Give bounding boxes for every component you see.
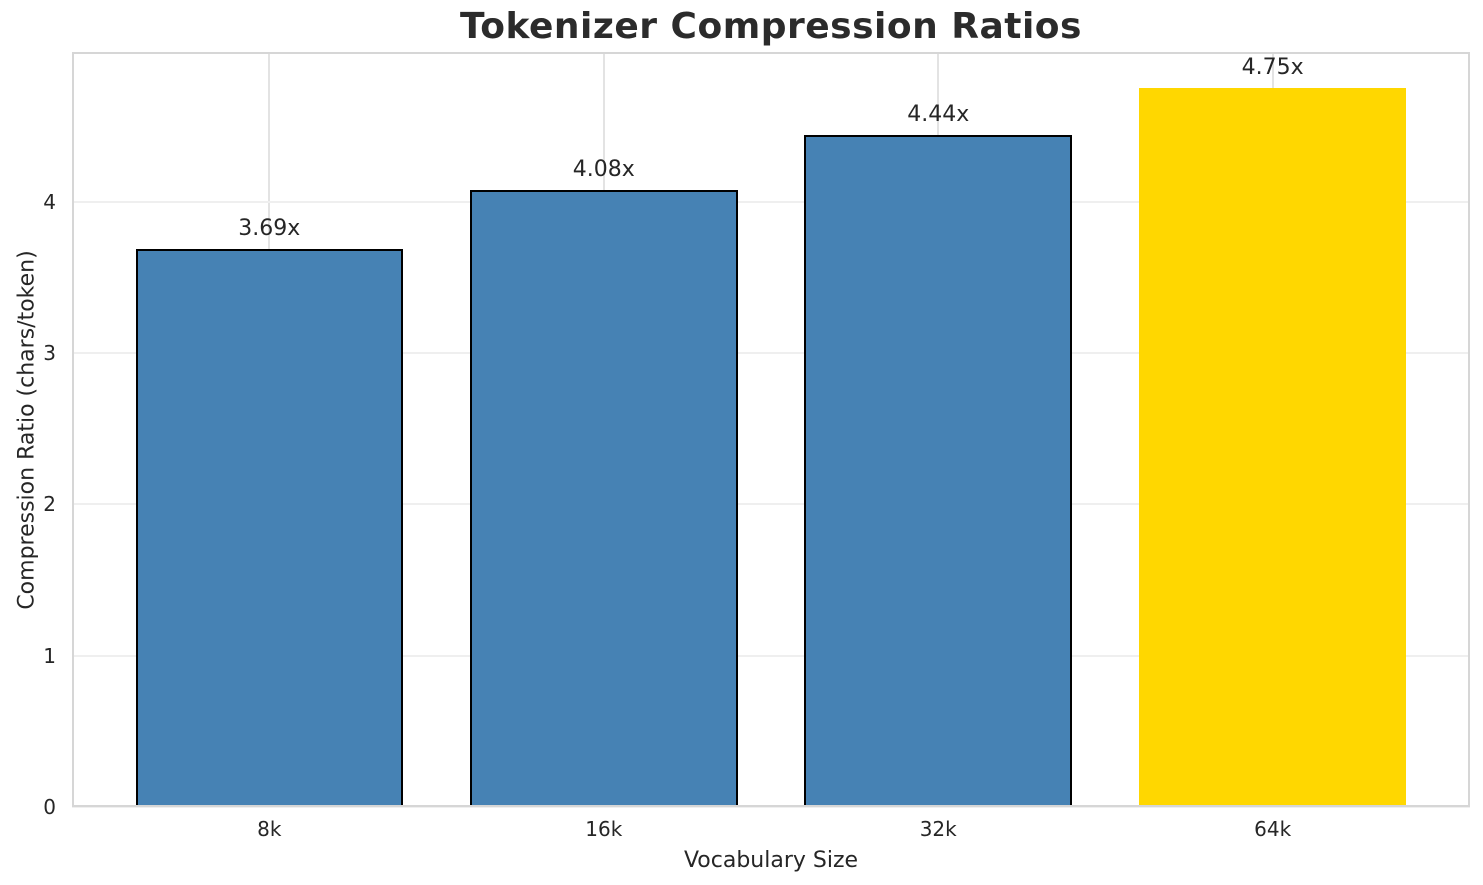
bar-value-label-8k: 3.69x <box>238 215 301 241</box>
xtick-32k: 32k <box>919 817 957 841</box>
xtick-16k: 16k <box>585 817 623 841</box>
xtick-8k: 8k <box>257 817 282 841</box>
ytick-0: 0 <box>43 795 56 819</box>
ytick-2: 2 <box>43 492 56 517</box>
bar-32k <box>804 135 1072 807</box>
ytick-3: 3 <box>43 341 56 366</box>
xtick-64k: 64k <box>1254 817 1292 841</box>
bar-16k <box>469 189 738 807</box>
bar-64k <box>1138 88 1407 807</box>
x-axis-label: Vocabulary Size <box>683 848 859 873</box>
bar-8k <box>135 248 404 807</box>
gridline-y-1 <box>72 654 1470 657</box>
bar-value-label-16k: 4.08x <box>572 156 635 182</box>
gridline-y-0 <box>72 806 1470 808</box>
gridline-y-3 <box>72 352 1470 355</box>
ytick-1: 1 <box>43 643 56 668</box>
ytick-4: 4 <box>43 189 56 214</box>
y-axis-label: Compression Ratio (chars/token) <box>14 250 40 610</box>
bar-value-label-32k: 4.44x <box>907 102 970 128</box>
chart-title: Tokenizer Compression Ratios <box>460 6 1082 47</box>
gridline-y-2 <box>72 503 1470 506</box>
gridline-y-4 <box>72 200 1470 203</box>
plot-area: 3.69x 4.08x 4.44x 4.75x <box>72 52 1470 808</box>
bar-value-label-64k: 4.75x <box>1241 55 1304 81</box>
